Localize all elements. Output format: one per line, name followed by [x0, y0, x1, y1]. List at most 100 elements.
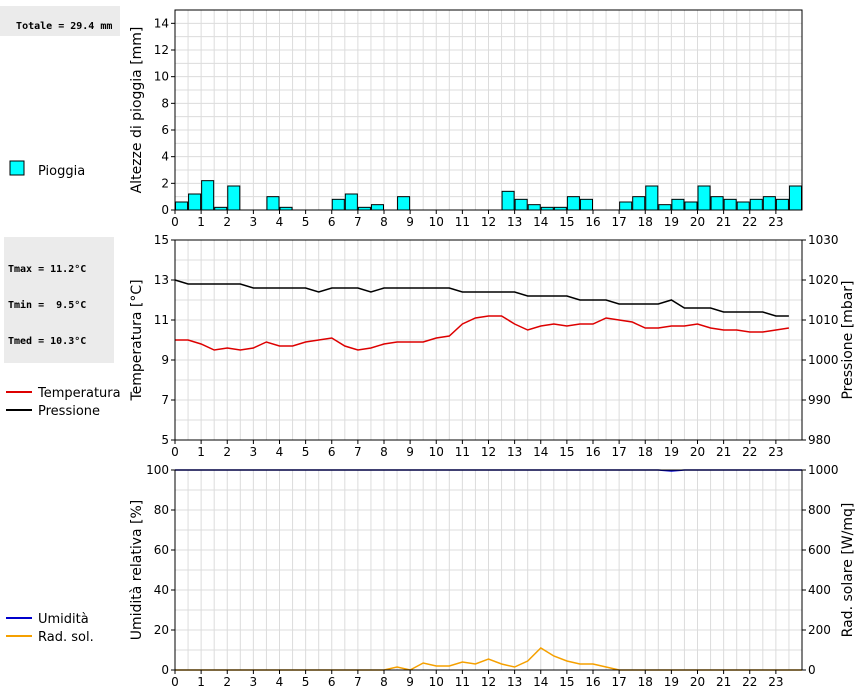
x-tick-label: 3: [250, 445, 258, 459]
x-tick-label: 15: [559, 445, 574, 459]
x-tick-label: 8: [380, 445, 388, 459]
y-tick-label: 11: [154, 313, 169, 327]
rain-bar: [710, 196, 724, 211]
x-tick-label: 13: [507, 445, 522, 459]
x-tick-label: 2: [223, 675, 231, 689]
legend-swatch: [9, 160, 25, 176]
x-tick-label: 5: [302, 215, 310, 229]
y-tick-label: 9: [161, 353, 169, 367]
x-tick-label: 3: [250, 215, 258, 229]
x-tick-label: 10: [429, 445, 444, 459]
x-tick-label: 13: [507, 215, 522, 229]
x-tick-label: 4: [276, 215, 284, 229]
x-tick-label: 15: [559, 675, 574, 689]
x-tick-label: 2: [223, 445, 231, 459]
rain-bar: [266, 196, 280, 211]
x-tick-label: 20: [690, 215, 705, 229]
x-tick-label: 18: [638, 215, 653, 229]
y-tick-label: 14: [154, 16, 169, 30]
rain-bar: [723, 198, 737, 211]
y-tick-label: 40: [154, 583, 169, 597]
x-tick-label: 14: [533, 215, 548, 229]
x-tick-label: 13: [507, 675, 522, 689]
rain-bar: [671, 198, 685, 211]
y-right-tick-label: 600: [808, 543, 831, 557]
x-tick-label: 6: [328, 675, 336, 689]
x-tick-label: 3: [250, 675, 258, 689]
y-tick-label: 80: [154, 503, 169, 517]
chart-panel-3: [6, 469, 806, 674]
x-tick-label: 22: [742, 445, 757, 459]
rain-bar: [370, 204, 384, 211]
x-tick-label: 4: [276, 445, 284, 459]
y-tick-label: 13: [154, 273, 169, 287]
rain-total-text: Totale = 29.4 mm: [16, 21, 113, 32]
y-tick-label: 5: [161, 433, 169, 447]
y-right-tick-label: 800: [808, 503, 831, 517]
x-tick-label: 14: [533, 675, 548, 689]
x-tick-label: 18: [638, 675, 653, 689]
y-tick-label: 15: [154, 233, 169, 247]
chart-panel-1: [9, 9, 803, 214]
rain-bar: [514, 198, 528, 211]
x-tick-label: 2: [223, 215, 231, 229]
chart-panel-2: [6, 239, 806, 444]
rain-bar: [175, 201, 189, 211]
y-tick-label: 100: [146, 463, 169, 477]
x-tick-label: 15: [559, 215, 574, 229]
y-right-tick-label: 980: [808, 433, 831, 447]
legend-label: Umidità: [38, 612, 89, 627]
tmax-text: Tmax = 11.2°C: [8, 264, 87, 275]
x-tick-label: 17: [611, 445, 626, 459]
x-tick-label: 16: [585, 675, 600, 689]
legend-label: Rad. sol.: [38, 630, 94, 645]
x-tick-label: 18: [638, 445, 653, 459]
x-tick-label: 20: [690, 445, 705, 459]
x-tick-label: 21: [716, 445, 731, 459]
x-tick-label: 23: [768, 675, 783, 689]
y-tick-label: 7: [161, 393, 169, 407]
x-tick-label: 0: [171, 675, 179, 689]
rain-bar: [227, 185, 241, 211]
y-axis-label: Umidità relativa [%]: [129, 500, 145, 641]
y-axis-label: Temperatura [°C]: [129, 279, 145, 401]
rain-bar: [775, 198, 789, 211]
rain-bar: [201, 180, 215, 211]
x-tick-label: 16: [585, 445, 600, 459]
y-right-tick-label: 0: [808, 663, 816, 677]
x-tick-label: 23: [768, 445, 783, 459]
y-right-tick-label: 990: [808, 393, 831, 407]
legend-label: Temperatura: [37, 386, 121, 401]
y-tick-label: 4: [161, 150, 169, 164]
y-tick-label: 8: [161, 96, 169, 110]
y-right-tick-label: 1020: [808, 273, 839, 287]
x-tick-label: 11: [455, 215, 470, 229]
x-tick-label: 21: [716, 215, 731, 229]
x-tick-label: 1: [197, 215, 205, 229]
y-tick-label: 60: [154, 543, 169, 557]
rain-bar: [579, 198, 593, 211]
x-tick-label: 8: [380, 215, 388, 229]
x-tick-label: 17: [611, 215, 626, 229]
x-tick-label: 23: [768, 215, 783, 229]
series-line-pressione: [174, 279, 789, 317]
rain-bar: [788, 185, 802, 211]
x-tick-label: 7: [354, 215, 362, 229]
legend-label: Pioggia: [38, 164, 85, 179]
x-tick-label: 9: [406, 215, 414, 229]
y-tick-label: 20: [154, 623, 169, 637]
rain-bar: [658, 204, 672, 211]
y-tick-label: 6: [161, 123, 169, 137]
x-tick-label: 1: [197, 445, 205, 459]
rain-bar: [527, 204, 541, 211]
x-tick-label: 9: [406, 445, 414, 459]
y-axis-label: Altezze di pioggia [mm]: [129, 27, 145, 194]
rain-bar: [188, 193, 202, 211]
y-right-tick-label: 1000: [808, 353, 839, 367]
x-tick-label: 20: [690, 675, 705, 689]
x-tick-label: 4: [276, 675, 284, 689]
rain-bar: [684, 201, 698, 211]
x-tick-label: 22: [742, 675, 757, 689]
series-line-temperatura: [175, 315, 790, 351]
